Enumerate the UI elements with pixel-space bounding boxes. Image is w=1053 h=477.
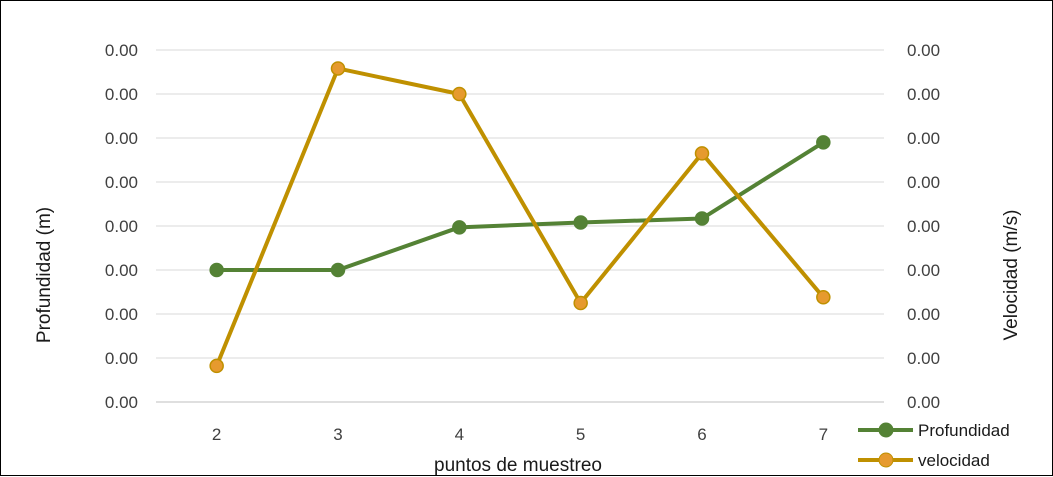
x-tick-label: 5 bbox=[576, 425, 585, 444]
data-point-profundidad bbox=[330, 262, 346, 278]
data-point-velocidad bbox=[694, 146, 710, 161]
data-point-velocidad bbox=[330, 61, 346, 76]
series-layer bbox=[209, 61, 831, 374]
data-point-profundidad bbox=[694, 211, 710, 226]
x-axis-title: puntos de muestreo bbox=[434, 455, 602, 476]
legend-label-velocidad: velocidad bbox=[918, 451, 990, 470]
x-tick-label: 6 bbox=[697, 425, 706, 444]
data-point-velocidad bbox=[573, 295, 588, 311]
left-tick-label: 0.00 bbox=[105, 217, 138, 236]
left-tick-label: 0.00 bbox=[105, 173, 138, 192]
series-velocidad bbox=[209, 61, 831, 374]
right-tick-label: 0.00 bbox=[907, 41, 940, 60]
right-tick-label: 0.00 bbox=[907, 85, 940, 104]
right-tick-label: 0.00 bbox=[907, 393, 940, 412]
right-tick-label: 0.00 bbox=[907, 261, 940, 280]
data-point-profundidad bbox=[209, 262, 224, 278]
data-point-velocidad bbox=[816, 290, 831, 305]
right-axis-tick-labels: 0.00 0.00 0.00 0.00 0.00 0.00 0.00 0.00 0.00 bbox=[907, 41, 940, 412]
left-axis-tick-labels: 0.00 0.00 0.00 0.00 0.00 0.00 0.00 0.00 0.00 bbox=[105, 41, 138, 412]
legend-marker-profundidad bbox=[878, 422, 894, 438]
left-tick-label: 0.00 bbox=[105, 349, 138, 368]
legend-item-profundidad: Profundidad bbox=[858, 421, 1010, 440]
legend-label-profundidad: Profundidad bbox=[918, 421, 1010, 440]
left-tick-label: 0.00 bbox=[105, 261, 138, 280]
left-tick-label: 0.00 bbox=[105, 305, 138, 324]
series-line-velocidad bbox=[214, 66, 825, 367]
legend-marker-velocidad bbox=[878, 452, 894, 468]
left-tick-label: 0.00 bbox=[105, 41, 138, 60]
y2-axis-title: Velocidad (m/s) bbox=[1001, 210, 1022, 341]
series-profundidad bbox=[209, 135, 831, 278]
y-axis-title: Profundidad (m) bbox=[34, 207, 55, 343]
right-tick-label: 0.00 bbox=[907, 305, 940, 324]
data-point-velocidad bbox=[452, 86, 467, 102]
data-point-profundidad bbox=[816, 135, 831, 150]
series-line-profundidad bbox=[216, 140, 825, 272]
legend-item-velocidad: velocidad bbox=[858, 451, 990, 470]
left-tick-label: 0.00 bbox=[105, 393, 138, 412]
left-tick-label: 0.00 bbox=[105, 85, 138, 104]
data-point-profundidad bbox=[452, 220, 467, 235]
right-tick-label: 0.00 bbox=[907, 129, 940, 148]
x-tick-label: 4 bbox=[455, 425, 464, 444]
data-point-profundidad bbox=[573, 215, 588, 230]
right-tick-label: 0.00 bbox=[907, 173, 940, 192]
right-tick-label: 0.00 bbox=[907, 217, 940, 236]
right-tick-label: 0.00 bbox=[907, 349, 940, 368]
legend: Profundidad velocidad bbox=[858, 421, 1010, 470]
x-tick-label: 7 bbox=[819, 425, 828, 444]
x-axis-tick-labels: 2 3 4 5 6 7 bbox=[212, 425, 828, 444]
x-tick-label: 3 bbox=[333, 425, 342, 444]
x-tick-label: 2 bbox=[212, 425, 221, 444]
data-point-velocidad bbox=[209, 358, 224, 374]
left-tick-label: 0.00 bbox=[105, 129, 138, 148]
